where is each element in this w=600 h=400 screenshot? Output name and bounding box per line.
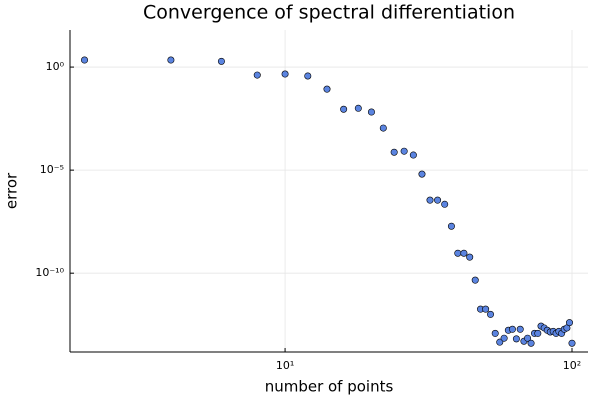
point: [434, 196, 442, 204]
x-tick-label: 10²: [563, 359, 581, 372]
point: [491, 329, 499, 337]
point: [447, 222, 455, 230]
point: [340, 105, 348, 113]
point: [496, 338, 504, 346]
point: [323, 85, 331, 93]
point: [354, 104, 362, 112]
point: [516, 325, 524, 333]
point: [512, 335, 520, 343]
point: [167, 56, 175, 64]
point: [217, 57, 225, 65]
point: [281, 70, 289, 78]
chart-title: Convergence of spectral differentiation: [143, 2, 515, 24]
point: [81, 56, 89, 64]
point: [482, 305, 490, 313]
point: [524, 334, 532, 342]
point: [390, 148, 398, 156]
point: [454, 249, 462, 257]
point: [409, 151, 417, 159]
point: [527, 339, 535, 347]
x-axis-label: number of points: [265, 378, 394, 396]
point: [304, 72, 312, 80]
point: [500, 334, 508, 342]
y-tick-label: 10⁻⁵: [40, 163, 64, 176]
point: [568, 339, 576, 347]
point: [565, 319, 573, 327]
x-tick-label: 10¹: [276, 359, 294, 372]
point: [441, 200, 449, 208]
y-tick-label: 10⁰: [46, 60, 65, 73]
point: [367, 108, 375, 116]
point: [418, 170, 426, 178]
point: [426, 196, 434, 204]
point: [466, 253, 474, 261]
point: [534, 329, 542, 337]
point: [460, 249, 468, 257]
point: [487, 310, 495, 318]
y-tick-label: 10⁻¹⁰: [35, 266, 64, 279]
point: [379, 124, 387, 132]
point: [471, 276, 479, 284]
point: [253, 71, 261, 79]
point: [400, 147, 408, 155]
point: [508, 325, 516, 333]
y-axis-label: error: [3, 172, 21, 209]
